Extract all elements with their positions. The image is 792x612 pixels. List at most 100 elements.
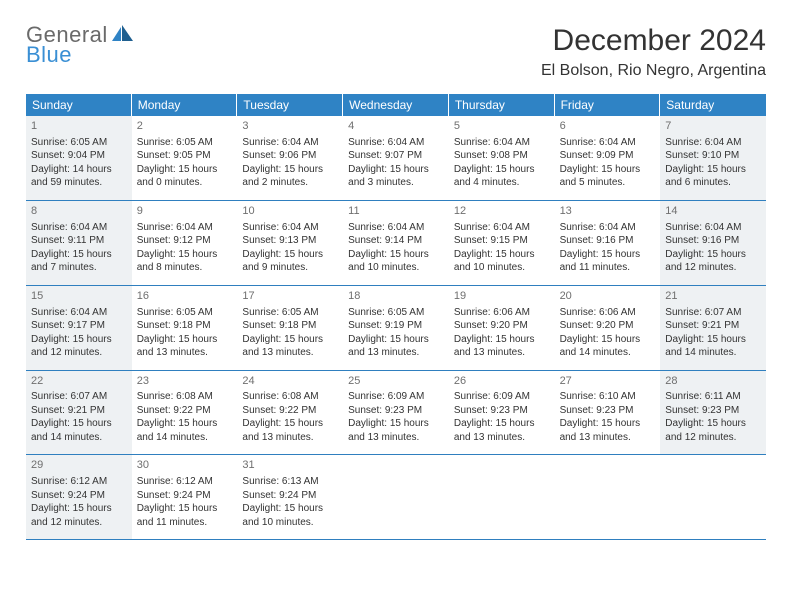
day-info-line: Daylight: 15 hours bbox=[31, 417, 127, 431]
day-info-line: Daylight: 15 hours bbox=[560, 163, 656, 177]
calendar-empty-cell bbox=[343, 455, 449, 539]
day-number: 29 bbox=[31, 458, 127, 473]
day-info-line: Daylight: 15 hours bbox=[137, 502, 233, 516]
calendar-day-cell: 28Sunrise: 6:11 AMSunset: 9:23 PMDayligh… bbox=[660, 371, 766, 455]
day-info-line: and 12 minutes. bbox=[31, 516, 127, 530]
day-number: 2 bbox=[137, 119, 233, 134]
day-info-line: Sunrise: 6:04 AM bbox=[242, 136, 338, 150]
day-info-line: Sunset: 9:15 PM bbox=[454, 234, 550, 248]
day-info-line: Daylight: 15 hours bbox=[348, 163, 444, 177]
day-info-line: Sunset: 9:07 PM bbox=[348, 149, 444, 163]
day-info-line: and 13 minutes. bbox=[348, 346, 444, 360]
day-info-line: Sunrise: 6:04 AM bbox=[348, 221, 444, 235]
calendar-day-cell: 20Sunrise: 6:06 AMSunset: 9:20 PMDayligh… bbox=[555, 286, 661, 370]
day-info-line: Daylight: 15 hours bbox=[454, 417, 550, 431]
day-info-line: and 13 minutes. bbox=[454, 346, 550, 360]
day-info-line: Daylight: 15 hours bbox=[348, 417, 444, 431]
day-info-line: Daylight: 15 hours bbox=[665, 248, 761, 262]
day-info-line: Sunrise: 6:04 AM bbox=[560, 221, 656, 235]
day-info-line: Daylight: 15 hours bbox=[31, 502, 127, 516]
weekday-header-cell: Tuesday bbox=[237, 94, 343, 116]
day-info-line: Sunset: 9:08 PM bbox=[454, 149, 550, 163]
day-info-line: and 10 minutes. bbox=[454, 261, 550, 275]
day-info-line: Daylight: 15 hours bbox=[665, 163, 761, 177]
day-info-line: Sunrise: 6:04 AM bbox=[31, 306, 127, 320]
calendar-week-row: 22Sunrise: 6:07 AMSunset: 9:21 PMDayligh… bbox=[26, 371, 766, 456]
day-number: 21 bbox=[665, 289, 761, 304]
day-number: 11 bbox=[348, 204, 444, 219]
page-header: General Blue December 2024 El Bolson, Ri… bbox=[26, 24, 766, 80]
calendar-day-cell: 13Sunrise: 6:04 AMSunset: 9:16 PMDayligh… bbox=[555, 201, 661, 285]
day-number: 6 bbox=[560, 119, 656, 134]
day-info-line: Sunset: 9:23 PM bbox=[665, 404, 761, 418]
calendar-day-cell: 12Sunrise: 6:04 AMSunset: 9:15 PMDayligh… bbox=[449, 201, 555, 285]
day-info-line: Daylight: 15 hours bbox=[31, 333, 127, 347]
day-info-line: and 8 minutes. bbox=[137, 261, 233, 275]
calendar-day-cell: 31Sunrise: 6:13 AMSunset: 9:24 PMDayligh… bbox=[237, 455, 343, 539]
calendar-day-cell: 3Sunrise: 6:04 AMSunset: 9:06 PMDaylight… bbox=[237, 116, 343, 200]
day-number: 31 bbox=[242, 458, 338, 473]
day-number: 28 bbox=[665, 374, 761, 389]
day-number: 7 bbox=[665, 119, 761, 134]
day-info-line: Sunset: 9:17 PM bbox=[31, 319, 127, 333]
day-info-line: and 0 minutes. bbox=[137, 176, 233, 190]
day-info-line: Sunset: 9:24 PM bbox=[242, 489, 338, 503]
calendar-day-cell: 29Sunrise: 6:12 AMSunset: 9:24 PMDayligh… bbox=[26, 455, 132, 539]
day-info-line: Sunrise: 6:06 AM bbox=[454, 306, 550, 320]
title-block: December 2024 El Bolson, Rio Negro, Arge… bbox=[541, 24, 766, 80]
day-info-line: Sunset: 9:12 PM bbox=[137, 234, 233, 248]
calendar-week-row: 29Sunrise: 6:12 AMSunset: 9:24 PMDayligh… bbox=[26, 455, 766, 540]
day-info-line: Daylight: 15 hours bbox=[560, 248, 656, 262]
day-info-line: Sunset: 9:22 PM bbox=[242, 404, 338, 418]
calendar-grid: SundayMondayTuesdayWednesdayThursdayFrid… bbox=[26, 94, 766, 540]
day-info-line: Sunrise: 6:04 AM bbox=[665, 221, 761, 235]
calendar-week-row: 8Sunrise: 6:04 AMSunset: 9:11 PMDaylight… bbox=[26, 201, 766, 286]
day-info-line: Sunset: 9:10 PM bbox=[665, 149, 761, 163]
day-info-line: and 13 minutes. bbox=[454, 431, 550, 445]
logo-text-blue: Blue bbox=[26, 44, 134, 66]
day-info-line: and 14 minutes. bbox=[560, 346, 656, 360]
day-info-line: Daylight: 15 hours bbox=[560, 417, 656, 431]
day-info-line: Sunset: 9:23 PM bbox=[560, 404, 656, 418]
day-info-line: Sunrise: 6:10 AM bbox=[560, 390, 656, 404]
calendar-empty-cell bbox=[660, 455, 766, 539]
calendar-day-cell: 10Sunrise: 6:04 AMSunset: 9:13 PMDayligh… bbox=[237, 201, 343, 285]
day-info-line: Sunrise: 6:04 AM bbox=[137, 221, 233, 235]
day-info-line: and 5 minutes. bbox=[560, 176, 656, 190]
day-info-line: Daylight: 15 hours bbox=[454, 163, 550, 177]
day-info-line: and 6 minutes. bbox=[665, 176, 761, 190]
day-info-line: Sunset: 9:21 PM bbox=[665, 319, 761, 333]
day-info-line: Sunset: 9:20 PM bbox=[454, 319, 550, 333]
day-info-line: Sunset: 9:24 PM bbox=[31, 489, 127, 503]
day-info-line: Sunset: 9:06 PM bbox=[242, 149, 338, 163]
day-info-line: and 14 minutes. bbox=[31, 431, 127, 445]
day-info-line: Daylight: 15 hours bbox=[348, 248, 444, 262]
day-info-line: Daylight: 15 hours bbox=[454, 248, 550, 262]
day-info-line: and 59 minutes. bbox=[31, 176, 127, 190]
day-info-line: and 10 minutes. bbox=[348, 261, 444, 275]
day-info-line: and 4 minutes. bbox=[454, 176, 550, 190]
day-info-line: Sunrise: 6:06 AM bbox=[560, 306, 656, 320]
day-number: 26 bbox=[454, 374, 550, 389]
calendar-day-cell: 27Sunrise: 6:10 AMSunset: 9:23 PMDayligh… bbox=[555, 371, 661, 455]
day-info-line: and 10 minutes. bbox=[242, 516, 338, 530]
day-info-line: Sunset: 9:18 PM bbox=[242, 319, 338, 333]
day-info-line: and 14 minutes. bbox=[665, 346, 761, 360]
calendar-day-cell: 17Sunrise: 6:05 AMSunset: 9:18 PMDayligh… bbox=[237, 286, 343, 370]
day-number: 9 bbox=[137, 204, 233, 219]
day-info-line: and 3 minutes. bbox=[348, 176, 444, 190]
calendar-day-cell: 18Sunrise: 6:05 AMSunset: 9:19 PMDayligh… bbox=[343, 286, 449, 370]
calendar-day-cell: 22Sunrise: 6:07 AMSunset: 9:21 PMDayligh… bbox=[26, 371, 132, 455]
day-info-line: Sunset: 9:24 PM bbox=[137, 489, 233, 503]
location-subtitle: El Bolson, Rio Negro, Argentina bbox=[541, 62, 766, 80]
day-info-line: Sunset: 9:13 PM bbox=[242, 234, 338, 248]
day-number: 27 bbox=[560, 374, 656, 389]
day-info-line: Sunset: 9:16 PM bbox=[665, 234, 761, 248]
day-number: 10 bbox=[242, 204, 338, 219]
month-year-title: December 2024 bbox=[541, 24, 766, 58]
calendar-day-cell: 2Sunrise: 6:05 AMSunset: 9:05 PMDaylight… bbox=[132, 116, 238, 200]
day-info-line: Sunset: 9:22 PM bbox=[137, 404, 233, 418]
day-info-line: and 2 minutes. bbox=[242, 176, 338, 190]
day-number: 3 bbox=[242, 119, 338, 134]
day-info-line: Daylight: 15 hours bbox=[665, 333, 761, 347]
